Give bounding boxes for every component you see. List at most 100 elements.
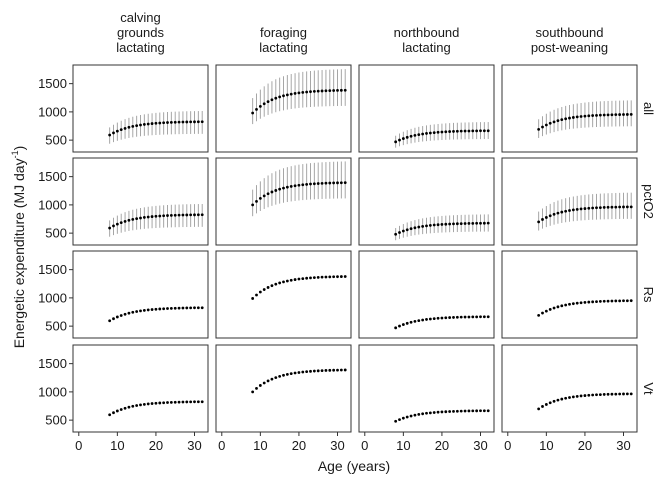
- panel-pctO2-2: [358, 157, 495, 246]
- panel-border: [501, 64, 638, 153]
- data-point: [595, 300, 598, 304]
- data-point: [305, 90, 309, 94]
- data-point: [255, 387, 258, 390]
- data-point: [618, 113, 622, 116]
- data-point: [587, 393, 591, 397]
- data-point: [142, 216, 146, 219]
- data-point: [119, 128, 123, 132]
- column-strip-label: foraging: [260, 25, 307, 40]
- data-point: [598, 206, 602, 209]
- data-point: [602, 299, 606, 303]
- y-tick-label: 1000: [38, 290, 67, 305]
- data-point: [591, 300, 595, 304]
- data-point: [401, 229, 405, 233]
- panel-Vt-3: [501, 344, 638, 433]
- data-point: [255, 199, 258, 203]
- data-point: [146, 308, 150, 312]
- data-point: [579, 115, 583, 118]
- data-point: [552, 306, 556, 310]
- data-point: [270, 377, 274, 381]
- data-point: [185, 400, 189, 404]
- data-point: [548, 214, 552, 218]
- data-point: [115, 129, 119, 133]
- data-point: [486, 409, 490, 413]
- data-point: [602, 393, 606, 396]
- data-point: [181, 120, 185, 124]
- panel-Rs-0: [72, 250, 209, 339]
- data-point: [270, 98, 274, 102]
- data-point: [541, 311, 544, 315]
- data-point: [440, 130, 444, 134]
- data-point: [328, 368, 332, 372]
- x-tick-label: 20: [292, 438, 306, 453]
- data-point: [564, 117, 568, 121]
- data-point: [448, 222, 452, 226]
- data-point: [467, 409, 471, 413]
- x-tick-label: 20: [435, 438, 449, 453]
- panel-border: [358, 344, 495, 433]
- data-point: [266, 192, 270, 196]
- data-point: [606, 205, 610, 209]
- data-point: [556, 119, 560, 123]
- data-point: [564, 209, 568, 213]
- data-point: [622, 392, 625, 396]
- data-point: [285, 93, 289, 97]
- data-point: [575, 207, 579, 211]
- data-point: [332, 275, 336, 279]
- data-point: [251, 111, 255, 115]
- data-point: [571, 395, 575, 399]
- data-point: [579, 207, 583, 211]
- data-point: [591, 206, 595, 210]
- data-point: [154, 214, 158, 218]
- column-strip-label: lactating: [116, 40, 164, 55]
- data-point: [467, 129, 471, 133]
- data-point: [486, 315, 490, 319]
- data-point: [135, 217, 139, 221]
- panel-all-3: [501, 64, 638, 153]
- data-point: [262, 288, 266, 291]
- data-point: [173, 213, 177, 217]
- data-point: [282, 94, 285, 98]
- data-point: [614, 113, 618, 117]
- y-tick-label: 500: [45, 226, 67, 241]
- data-point: [196, 120, 200, 124]
- data-point: [108, 133, 112, 137]
- data-point: [324, 369, 328, 372]
- data-point: [544, 123, 548, 127]
- data-point: [154, 401, 158, 405]
- data-point: [622, 205, 625, 209]
- data-point: [158, 121, 162, 125]
- data-point: [293, 184, 297, 188]
- data-point: [123, 126, 127, 130]
- x-tick-label: 0: [218, 438, 225, 453]
- data-point: [405, 321, 409, 325]
- data-point: [486, 221, 490, 225]
- data-point: [293, 371, 297, 375]
- data-point: [475, 409, 479, 413]
- data-point: [537, 220, 541, 224]
- y-axis-title: Energetic expenditure (MJ day-1): [10, 146, 27, 349]
- data-point: [158, 401, 162, 405]
- data-point: [324, 181, 328, 185]
- data-point: [398, 418, 401, 421]
- data-point: [339, 181, 343, 185]
- data-point: [602, 113, 606, 117]
- data-point: [309, 276, 312, 280]
- data-point: [150, 215, 154, 218]
- data-point: [332, 89, 336, 92]
- panel-border: [72, 250, 209, 339]
- data-point: [285, 185, 289, 189]
- data-point: [560, 304, 564, 308]
- data-point: [150, 402, 154, 405]
- data-point: [285, 279, 289, 283]
- data-point: [482, 221, 486, 225]
- data-point: [193, 306, 196, 310]
- data-point: [556, 211, 560, 215]
- data-point: [475, 221, 479, 225]
- data-point: [413, 319, 417, 323]
- data-point: [425, 224, 428, 228]
- data-point: [398, 324, 401, 328]
- data-point: [135, 404, 139, 407]
- data-point: [169, 120, 173, 124]
